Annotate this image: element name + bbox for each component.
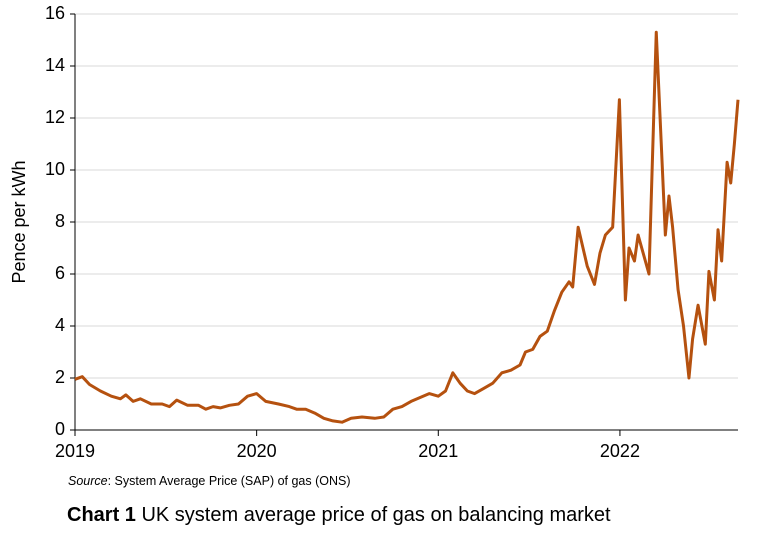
chart-title: Chart 1 UK system average price of gas o… bbox=[67, 504, 611, 526]
y-tick-label: 6 bbox=[55, 263, 65, 283]
y-tick-label: 12 bbox=[45, 107, 65, 127]
y-tick-label: 0 bbox=[55, 419, 65, 439]
x-tick-label: 2021 bbox=[418, 441, 458, 461]
y-axis-label: Pence per kWh bbox=[9, 160, 29, 283]
x-tick-label: 2020 bbox=[237, 441, 277, 461]
y-tick-label: 10 bbox=[45, 159, 65, 179]
x-tick-label: 2022 bbox=[600, 441, 640, 461]
source-label: Source bbox=[68, 474, 108, 488]
y-tick-label: 2 bbox=[55, 367, 65, 387]
y-tick-label: 8 bbox=[55, 211, 65, 231]
title-text: UK system average price of gas on balanc… bbox=[141, 504, 611, 526]
y-tick-label: 16 bbox=[45, 3, 65, 23]
title-label: Chart 1 bbox=[67, 504, 136, 526]
y-tick-label: 4 bbox=[55, 315, 65, 335]
source-text: : System Average Price (SAP) of gas (ONS… bbox=[108, 474, 351, 488]
x-tick-label: 2019 bbox=[55, 441, 95, 461]
source-note: Source: System Average Price (SAP) of ga… bbox=[68, 474, 351, 488]
data-line bbox=[74, 30, 740, 424]
y-tick-label: 14 bbox=[45, 55, 65, 75]
